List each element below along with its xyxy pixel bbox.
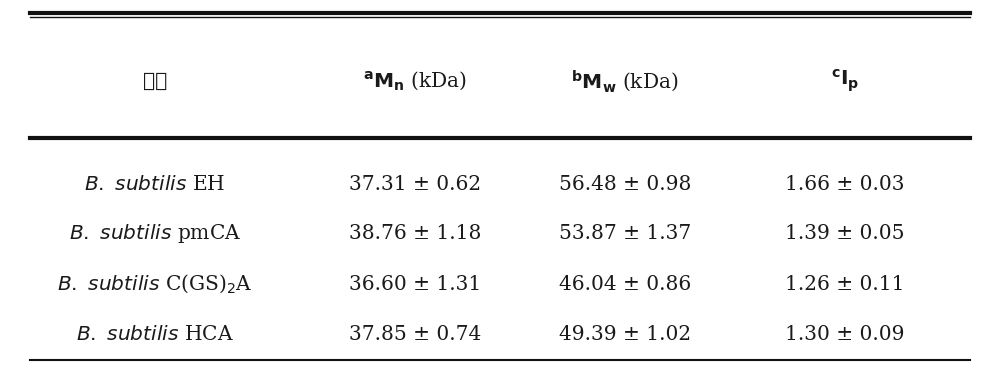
Text: 菌株: 菌株 — [143, 71, 167, 91]
Text: $\it{B.}$ $\it{subtilis}$ EH: $\it{B.}$ $\it{subtilis}$ EH — [84, 174, 226, 194]
Text: $\mathbf{^cI_p}$: $\mathbf{^cI_p}$ — [831, 68, 859, 94]
Text: 46.04 ± 0.86: 46.04 ± 0.86 — [559, 275, 691, 294]
Text: 36.60 ± 1.31: 36.60 ± 1.31 — [349, 275, 481, 294]
Text: 1.39 ± 0.05: 1.39 ± 0.05 — [785, 224, 905, 243]
Text: 37.85 ± 0.74: 37.85 ± 0.74 — [349, 325, 481, 344]
Text: 56.48 ± 0.98: 56.48 ± 0.98 — [559, 174, 691, 194]
Text: $\it{B.}$ $\it{subtilis}$ HCA: $\it{B.}$ $\it{subtilis}$ HCA — [76, 325, 234, 344]
Text: 49.39 ± 1.02: 49.39 ± 1.02 — [559, 325, 691, 344]
Text: 1.26 ± 0.11: 1.26 ± 0.11 — [785, 275, 905, 294]
Text: $\it{B.}$ $\it{subtilis}$ C(GS)$_2$A: $\it{B.}$ $\it{subtilis}$ C(GS)$_2$A — [57, 273, 253, 296]
Text: 53.87 ± 1.37: 53.87 ± 1.37 — [559, 224, 691, 243]
Text: $\mathbf{^bM_w}$ (kDa): $\mathbf{^bM_w}$ (kDa) — [571, 68, 679, 94]
Text: 1.30 ± 0.09: 1.30 ± 0.09 — [785, 325, 905, 344]
Text: $\mathbf{^aM_n}$ (kDa): $\mathbf{^aM_n}$ (kDa) — [363, 70, 467, 92]
Text: 1.66 ± 0.03: 1.66 ± 0.03 — [785, 174, 905, 194]
Text: 37.31 ± 0.62: 37.31 ± 0.62 — [349, 174, 481, 194]
Text: $\it{B.}$ $\it{subtilis}$ pmCA: $\it{B.}$ $\it{subtilis}$ pmCA — [69, 222, 241, 245]
Text: 38.76 ± 1.18: 38.76 ± 1.18 — [349, 224, 481, 243]
